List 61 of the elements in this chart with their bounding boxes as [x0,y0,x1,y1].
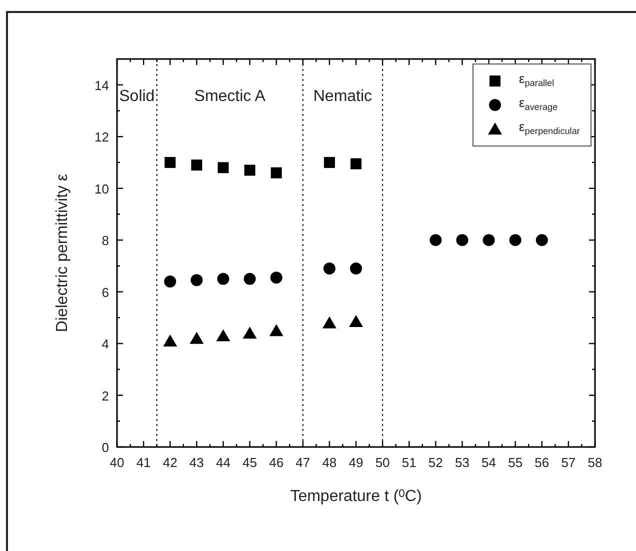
y-tick-label: 12 [94,130,109,145]
y-tick-label: 6 [102,284,109,300]
y-tick-label: 4 [102,336,109,352]
point [242,326,257,339]
x-tick-label: 44 [216,455,230,470]
y-tick-label: 14 [94,78,109,93]
legend-label: ε$_{average}$ [519,95,558,112]
annotation: Solid [119,88,155,105]
point [536,234,548,246]
y-axis-title: Dielectric permittivity ε [54,174,71,332]
x-tick-label: 43 [189,455,204,470]
x-tick-label: 55 [508,455,523,470]
point [482,234,495,246]
point [350,158,362,170]
x-tick-label: 51 [402,455,416,470]
point [456,234,468,246]
point [349,315,363,328]
point [190,332,204,344]
point [270,272,282,284]
x-tick-label: 45 [242,455,258,470]
point [270,167,282,178]
point [323,262,336,275]
x-tick-label: 58 [588,455,602,470]
y-tick-label: 2 [102,388,109,404]
x-tick-label: 48 [322,455,337,470]
point [164,156,176,168]
point [269,324,284,336]
legend-label: ε$_{perpendicular}$ [519,119,580,136]
point [430,234,442,246]
y-tick-label: 10 [94,181,109,196]
x-tick-label: 54 [482,455,496,470]
point [216,329,230,342]
x-tick-label: 49 [348,455,364,470]
point [350,262,362,275]
x-tick-label: 53 [454,455,470,470]
y-tick-label: 0 [102,440,109,455]
x-tick-label: 41 [136,455,151,470]
point [164,275,176,288]
point [218,162,229,174]
annotation: Smectic A [194,88,266,105]
x-axis-title: Temperature t ($^{0}$C) [290,488,422,505]
point [217,272,230,285]
point [324,156,335,168]
point [163,334,178,346]
point [509,234,522,246]
x-tick-label: 46 [269,455,284,470]
x-tick-label: 50 [375,455,390,470]
point [244,272,256,285]
annotation: Nematic [313,88,372,105]
y-tick-label: 8 [102,233,109,248]
x-tick-label: 47 [296,455,310,470]
x-tick-label: 57 [561,455,576,470]
point [322,316,336,328]
point [190,274,203,286]
x-tick-label: 40 [110,455,124,470]
legend-label: ε$_{parallel}$ [519,71,554,88]
point [191,160,202,171]
x-tick-label: 52 [428,455,443,470]
x-tick-label: 42 [162,455,178,470]
point [244,164,256,176]
x-tick-label: 56 [534,455,550,470]
